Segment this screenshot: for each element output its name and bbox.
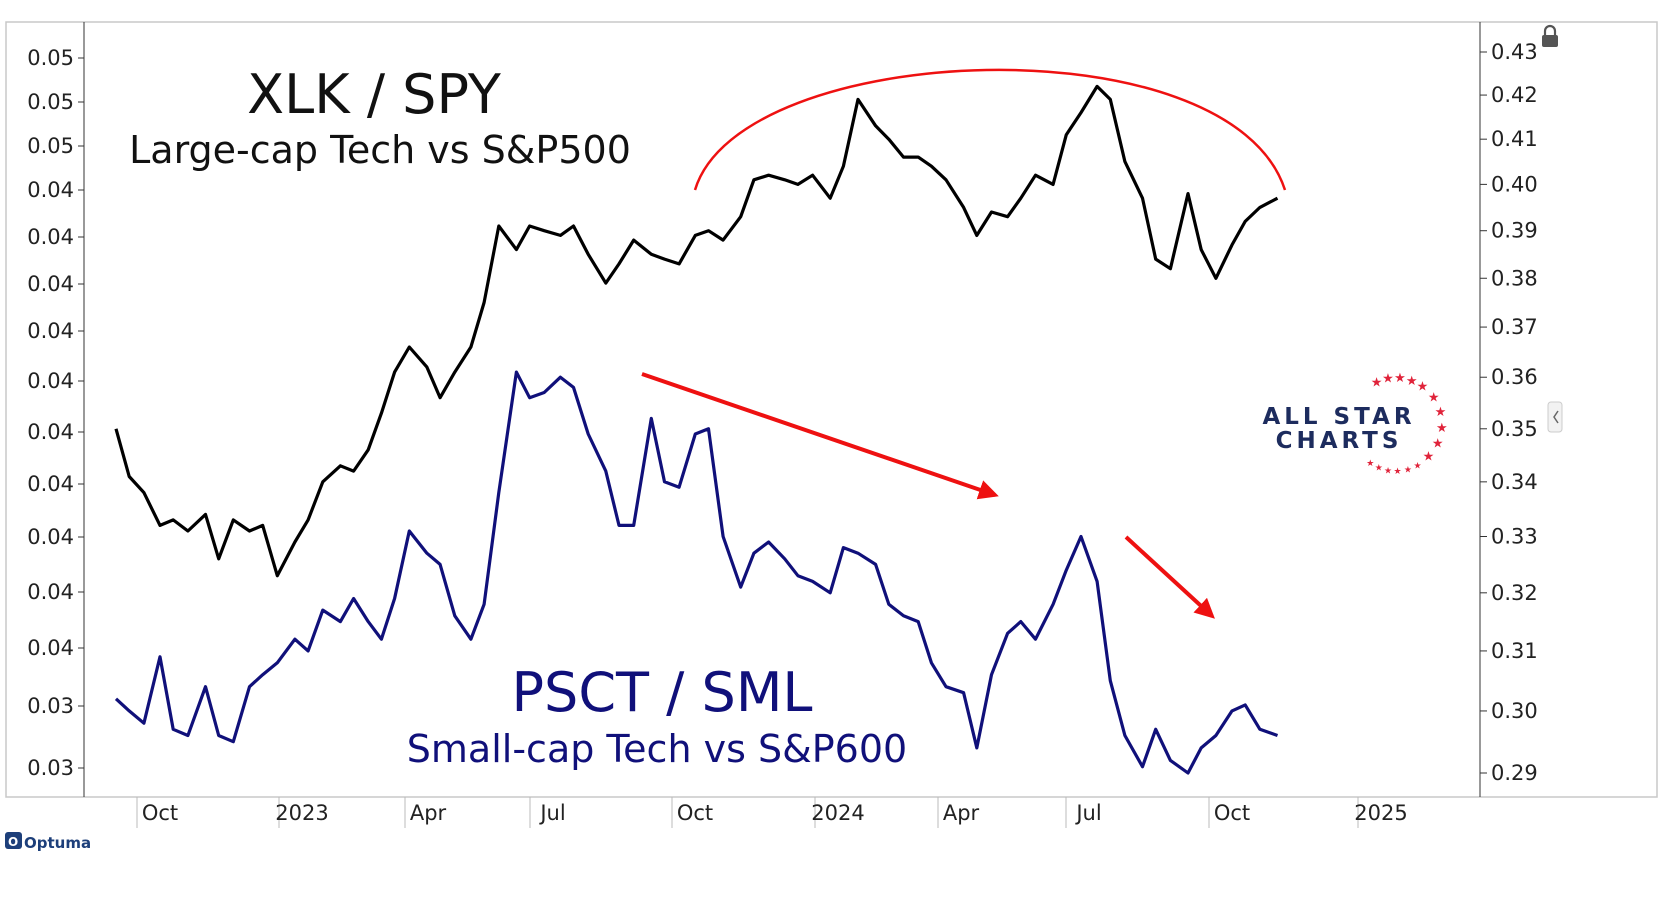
x-tick-label: 2023 (275, 801, 328, 825)
right-tick-label: 0.42 (1491, 83, 1538, 107)
left-tick-label: 0.04 (27, 319, 74, 343)
x-tick-label: Apr (943, 801, 980, 825)
star-icon: ★ (1371, 375, 1383, 390)
lock-icon[interactable] (1542, 24, 1558, 47)
star-icon: ★ (1428, 391, 1440, 406)
star-icon: ★ (1436, 421, 1448, 436)
right-tick-label: 0.38 (1491, 266, 1538, 290)
right-tick-label: 0.39 (1491, 219, 1538, 243)
left-tick-label: 0.03 (27, 756, 74, 780)
star-icon: ★ (1375, 464, 1383, 474)
left-tick-label: 0.03 (27, 694, 74, 718)
x-tick-label: 2025 (1354, 801, 1407, 825)
star-icon: ★ (1394, 467, 1402, 477)
right-tick-label: 0.33 (1491, 524, 1538, 548)
right-tick-label: 0.37 (1491, 315, 1538, 339)
left-tick-label: 0.04 (27, 580, 74, 604)
left-tick-label: 0.04 (27, 472, 74, 496)
star-icon: ★ (1404, 465, 1412, 475)
x-tick-label: Oct (677, 801, 713, 825)
left-tick-label: 0.05 (27, 90, 74, 114)
left-tick-label: 0.04 (27, 420, 74, 444)
svg-text:O: O (8, 835, 18, 849)
all-star-charts-logo: ALL STAR CHARTS ★ ★ ★ ★ ★★★★★★★★★★★★ (1262, 371, 1447, 477)
right-tick-label: 0.29 (1491, 761, 1538, 785)
left-tick-label: 0.05 (27, 134, 74, 158)
downtrend-arrow-1 (641, 372, 999, 500)
right-tick-label: 0.43 (1491, 40, 1538, 64)
x-tick-label: Jul (1074, 801, 1101, 825)
psct-title: PSCT / SML (511, 661, 812, 724)
x-tick-label: Oct (1214, 801, 1250, 825)
star-icon: ★ (1394, 371, 1406, 386)
star-icon: ★ (1382, 372, 1394, 387)
downtrend-arrow-2 (1124, 535, 1215, 619)
optuma-logo: O Optuma (5, 832, 91, 852)
plot-frame (5, 21, 1658, 798)
star-icon: ★ (1417, 379, 1429, 394)
psct-subtitle: Small-cap Tech vs S&P600 (407, 727, 907, 771)
left-tick-label: 0.05 (27, 46, 74, 70)
left-tick-label: 0.04 (27, 525, 74, 549)
right-tick-label: 0.30 (1491, 699, 1538, 723)
right-tick-label: 0.36 (1491, 365, 1538, 389)
right-tick-label: 0.34 (1491, 470, 1538, 494)
star-icon: ★ (1414, 462, 1422, 472)
right-tick-label: 0.40 (1491, 172, 1538, 196)
xlk-subtitle: Large-cap Tech vs S&P500 (129, 128, 631, 172)
left-tick-label: 0.04 (27, 225, 74, 249)
xlk-title: XLK / SPY (247, 63, 502, 126)
left-tick-label: 0.04 (27, 178, 74, 202)
right-tick-label: 0.31 (1491, 639, 1538, 663)
left-tick-label: 0.04 (27, 272, 74, 296)
right-tick-label: 0.35 (1491, 417, 1538, 441)
right-tick-label: 0.41 (1491, 127, 1538, 151)
optuma-brand: Optuma (24, 834, 91, 852)
x-tick-label: 2024 (811, 801, 864, 825)
x-tick-label: Jul (538, 801, 565, 825)
logo-line1: ALL STAR (1262, 404, 1415, 430)
star-icon: ★ (1384, 466, 1392, 476)
topping-arc (693, 68, 1287, 191)
star-icon: ★ (1423, 450, 1435, 465)
optuma-icon (5, 832, 22, 849)
series-layer (114, 84, 1279, 775)
left-tick-label: 0.04 (27, 369, 74, 393)
star-icon: ★ (1406, 374, 1418, 389)
logo-stars: ★ ★ ★ ★ ★★★★★★★★★★★★ (1366, 371, 1447, 477)
star-icon: ★ (1432, 436, 1444, 451)
logo-line2: CHARTS (1276, 428, 1403, 454)
right-tick-label: 0.32 (1491, 581, 1538, 605)
x-tick-label: Oct (142, 801, 178, 825)
star-icon: ★ (1366, 459, 1374, 469)
x-axis: Oct 2023 Apr Jul Oct 2024 Apr Jul Oct 2025 (136, 797, 1408, 828)
left-axis: 0.05 0.05 0.05 0.04 0.04 0.04 0.04 0.04 0.04 0.04… (27, 46, 84, 780)
collapse-handle[interactable] (1547, 401, 1563, 433)
right-axis: 0.43 0.42 0.41 0.40 0.39 0.38 0.37 0.36 0.35 0.34… (1480, 40, 1538, 785)
left-tick-label: 0.04 (27, 636, 74, 660)
x-tick-label: Apr (410, 801, 447, 825)
star-icon: ★ (1435, 405, 1447, 420)
